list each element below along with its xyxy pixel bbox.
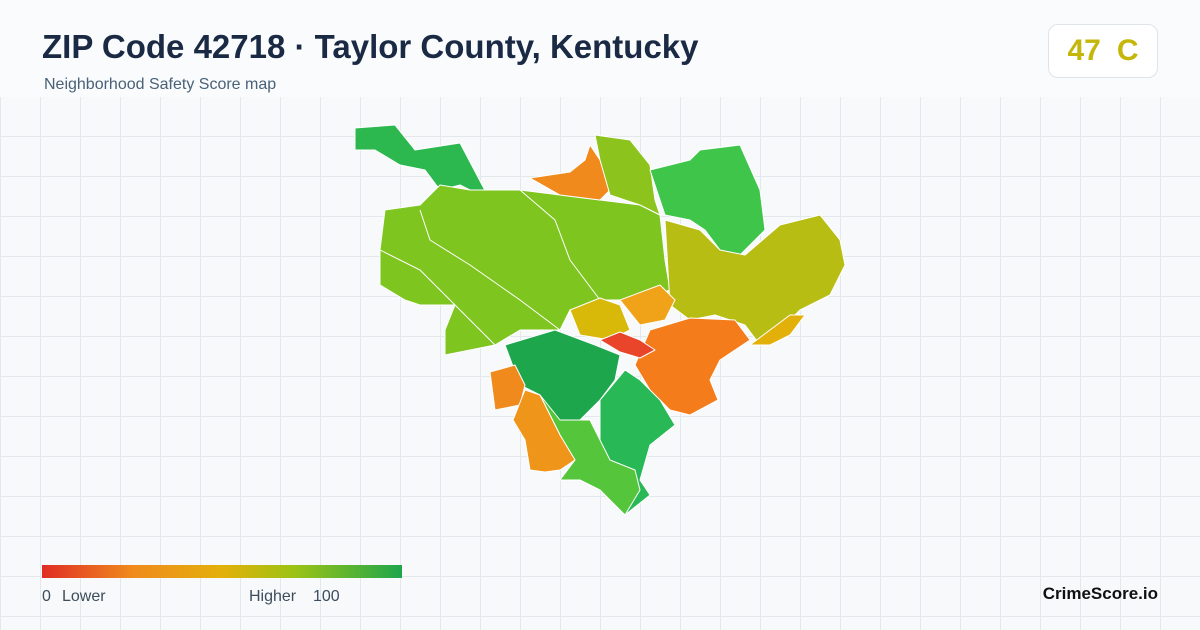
legend-gradient <box>42 565 402 578</box>
region <box>539 394 641 516</box>
region-border <box>379 249 496 346</box>
header <box>0 0 1200 97</box>
score-grade: C <box>1116 34 1139 67</box>
legend-low-label: Lower <box>62 588 106 605</box>
region <box>599 331 656 359</box>
score-badge: 47 C <box>1048 24 1158 78</box>
legend-min: 0 <box>42 588 51 605</box>
score-value: 47 <box>1067 34 1101 67</box>
region <box>664 214 846 346</box>
region <box>619 284 676 326</box>
region <box>634 317 751 416</box>
region <box>594 134 661 216</box>
region-border <box>519 189 601 301</box>
region <box>529 144 611 201</box>
legend-max: 100 <box>313 588 340 605</box>
legend-high-label: Higher <box>249 588 297 605</box>
region <box>749 314 806 346</box>
region-border <box>419 209 561 331</box>
region <box>569 297 631 341</box>
region <box>512 389 576 473</box>
brand: CrimeScore.io <box>1042 584 1158 603</box>
region <box>354 124 491 201</box>
subtitle: Neighborhood Safety Score map <box>44 76 277 93</box>
title: ZIP Code 42718 · Taylor County, Kentucky <box>42 28 699 65</box>
region <box>649 144 766 256</box>
